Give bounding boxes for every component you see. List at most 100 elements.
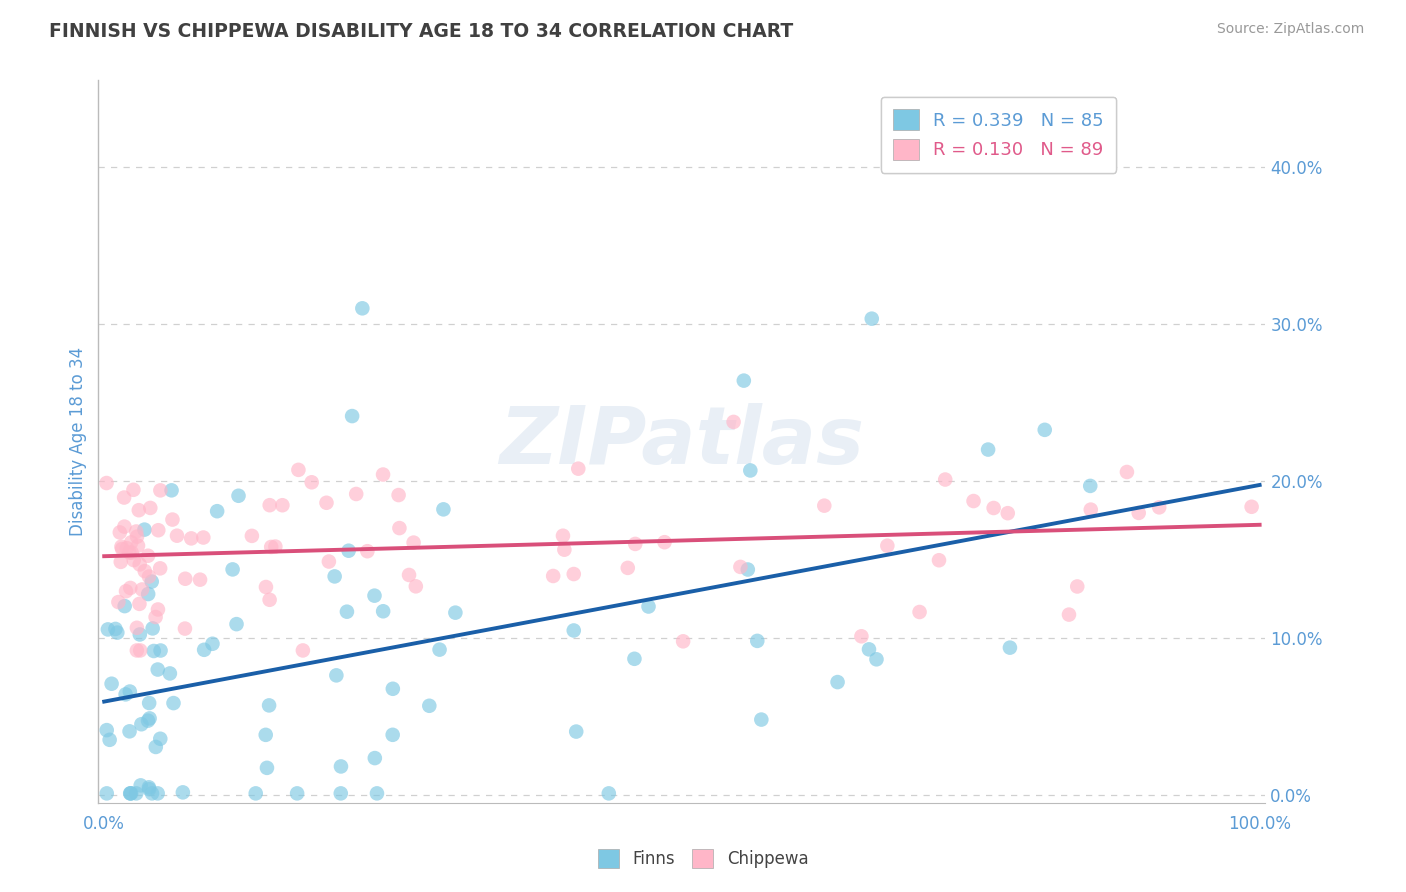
Point [254,728,277,742]
Point [860,311,883,326]
Point [562,567,585,582]
Point [193,531,215,545]
Point [98,732,121,747]
Point [129,643,152,657]
Point [105,625,128,640]
Point [125,643,148,657]
Point [128,558,150,572]
Point [387,488,409,502]
Point [146,602,169,616]
Point [110,555,132,569]
Point [142,622,165,636]
Point [371,467,394,482]
Point [977,442,1000,457]
Point [141,574,163,589]
Point [366,786,388,800]
Point [131,717,153,731]
Point [145,739,167,754]
Point [114,687,136,701]
Point [172,785,194,799]
Point [851,629,873,643]
Point [122,483,145,497]
Point [336,605,359,619]
Point [149,483,172,498]
Point [125,786,148,800]
Point [138,780,160,795]
Point [551,529,574,543]
Point [159,666,181,681]
Point [723,415,745,429]
Point [180,532,202,546]
Point [373,604,395,618]
Point [166,529,188,543]
Point [112,491,135,505]
Point [146,786,169,800]
Point [205,504,228,518]
Point [562,624,585,638]
Point [858,642,880,657]
Point [120,535,142,549]
Point [553,542,575,557]
Point [740,463,762,477]
Point [128,627,150,641]
Point [139,500,162,515]
Point [672,634,695,648]
Point [107,595,129,609]
Point [259,498,281,512]
Point [381,728,404,742]
Point [865,652,887,666]
Point [405,579,427,593]
Point [136,714,159,728]
Point [315,496,337,510]
Point [131,582,153,597]
Point [125,530,148,544]
Point [330,759,353,773]
Point [108,525,131,540]
Point [318,555,340,569]
Point [388,521,411,535]
Point [160,483,183,498]
Point [254,580,277,594]
Text: Source: ZipAtlas.com: Source: ZipAtlas.com [1216,22,1364,37]
Point [444,606,467,620]
Point [749,713,772,727]
Point [654,535,676,549]
Point [363,589,385,603]
Point [104,622,127,636]
Point [737,562,759,576]
Point [134,523,156,537]
Point [115,541,138,555]
Legend: Finns, Chippewa: Finns, Chippewa [591,843,815,875]
Point [128,597,150,611]
Point [228,489,250,503]
Point [747,633,769,648]
Point [329,786,352,800]
Point [114,599,136,613]
Point [624,537,647,551]
Point [136,587,159,601]
Point [418,698,440,713]
Point [813,499,835,513]
Point [256,761,278,775]
Text: FINNISH VS CHIPPEWA DISABILITY AGE 18 TO 34 CORRELATION CHART: FINNISH VS CHIPPEWA DISABILITY AGE 18 TO… [49,22,793,41]
Point [827,675,849,690]
Point [1147,500,1170,515]
Point [115,584,138,599]
Point [364,751,387,765]
Point [928,553,950,567]
Point [567,461,589,475]
Point [257,698,280,713]
Point [149,561,172,575]
Point [429,642,451,657]
Point [149,643,172,657]
Point [240,529,263,543]
Point [120,786,142,800]
Point [356,544,378,558]
Point [291,643,314,657]
Point [983,501,1005,516]
Point [637,599,659,614]
Point [259,592,281,607]
Point [97,623,120,637]
Point [129,778,152,792]
Point [1078,479,1101,493]
